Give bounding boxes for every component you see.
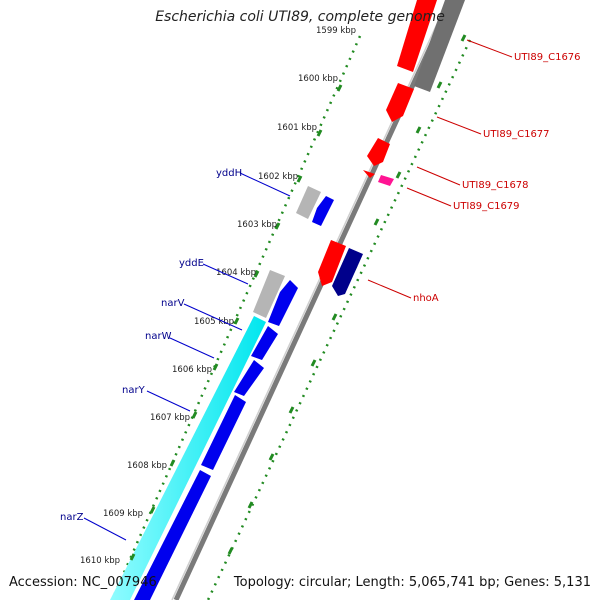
leader-line — [202, 263, 249, 285]
cds-forward-narZ — [134, 470, 211, 600]
ruler-tick-labels: 1599 kbp 1600 kbp 1601 kbp 1602 kbp 1603… — [80, 26, 356, 566]
topology-text: Topology: circular; Length: 5,065,741 bp… — [233, 575, 591, 590]
orf-grey-yddE — [253, 270, 285, 318]
leader-line — [406, 187, 452, 207]
leader-line — [416, 166, 461, 186]
tick-label: 1608 kbp — [127, 461, 167, 471]
left-gene-labels: yddH yddE narV narW narY narZ — [60, 168, 291, 541]
cds-reverse-1679 — [378, 175, 394, 186]
tick-label: 1609 kbp — [103, 509, 143, 519]
cds-forward-yddH — [312, 196, 334, 226]
accession-text: Accession: NC_007946 — [9, 575, 157, 590]
cds-forward-narV — [251, 326, 278, 360]
gene-label-narV: narV — [161, 298, 185, 309]
gene-label-UTI89_C1679: UTI89_C1679 — [453, 201, 520, 212]
leader-line — [146, 390, 191, 412]
leader-line — [169, 337, 215, 359]
cds-reverse-1676 — [397, 0, 437, 72]
tick-label: 1599 kbp — [316, 26, 356, 36]
cds-reverse-small — [363, 170, 375, 178]
cds-forward-yddE — [268, 280, 298, 326]
cds-reverse-1677 — [386, 83, 414, 122]
gc-dotted-line-inner — [110, 35, 362, 600]
tick-label: 1610 kbp — [80, 556, 120, 566]
map-title: Escherichia coli UTI89, complete genome — [155, 9, 445, 25]
inner-tick-marks — [129, 84, 343, 561]
gene-label-narW: narW — [145, 331, 172, 342]
cds-forward-narY — [201, 395, 246, 470]
right-gene-labels: UTI89_C1676 UTI89_C1677 UTI89_C1678 UTI8… — [367, 39, 581, 304]
leader-line — [436, 116, 482, 135]
tick-label: 1601 kbp — [277, 123, 317, 133]
gc-dotted-line-outer — [206, 39, 472, 600]
cds-nhoA-dark — [332, 248, 363, 296]
gene-label-UTI89_C1677: UTI89_C1677 — [483, 129, 550, 140]
tick-label: 1607 kbp — [150, 413, 190, 423]
leader-line — [466, 39, 513, 58]
gene-label-yddE: yddE — [179, 258, 204, 269]
gene-label-yddH: yddH — [216, 168, 242, 179]
gene-label-UTI89_C1676: UTI89_C1676 — [514, 52, 581, 63]
gene-label-narY: narY — [122, 385, 146, 396]
cds-reverse-nhoA-red — [318, 240, 346, 286]
leader-line — [83, 517, 127, 541]
leader-line — [183, 303, 243, 331]
tick-label: 1600 kbp — [298, 74, 338, 84]
tick-label: 1603 kbp — [237, 220, 277, 230]
tick-label: 1602 kbp — [258, 172, 298, 182]
orf-grey-dark-feature — [414, 0, 465, 92]
orf-grey-yddH — [296, 186, 321, 219]
tick-label: 1604 kbp — [216, 268, 256, 278]
tick-label: 1605 kbp — [194, 317, 234, 327]
cds-reverse-1678 — [367, 138, 390, 166]
gene-label-nhoA: nhoA — [413, 293, 439, 304]
tick-label: 1606 kbp — [172, 365, 212, 375]
leader-line — [367, 279, 412, 299]
operon-nar-band — [110, 316, 266, 600]
cds-forward-narW — [234, 360, 264, 396]
gene-label-UTI89_C1678: UTI89_C1678 — [462, 180, 529, 191]
leader-line — [239, 172, 291, 197]
gene-label-narZ: narZ — [60, 512, 84, 523]
